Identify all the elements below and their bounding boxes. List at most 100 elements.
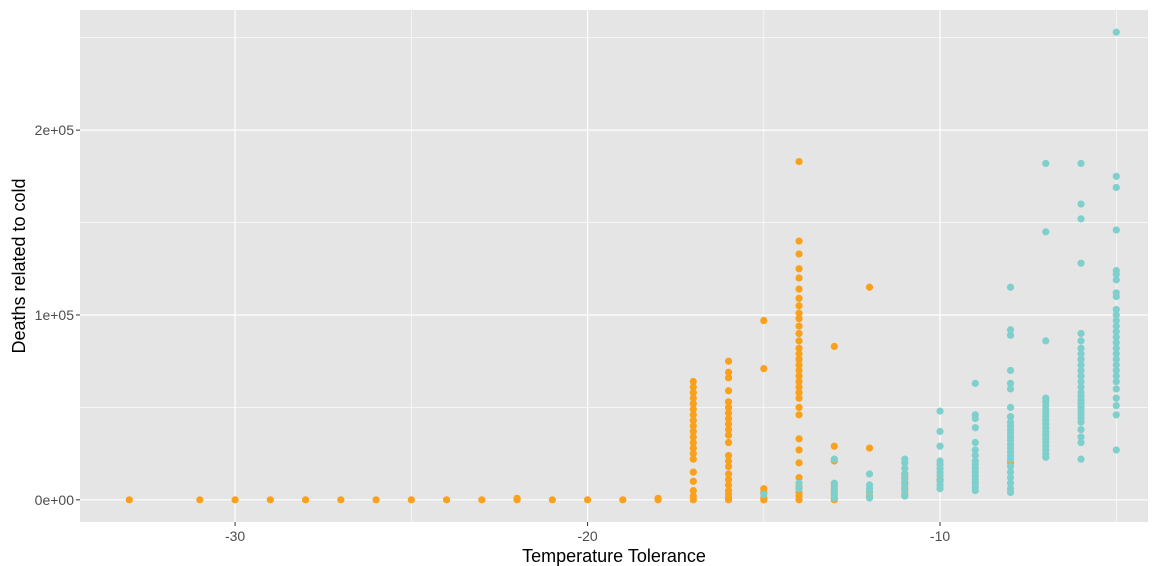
scatter-point — [689, 477, 697, 485]
scatter-point — [689, 427, 697, 436]
scatter-point — [724, 409, 733, 417]
scatter-point — [795, 309, 803, 317]
scatter-point — [830, 494, 838, 502]
scatter-point — [865, 444, 874, 452]
scatter-point — [724, 475, 733, 484]
scatter-point — [830, 479, 838, 487]
scatter-point — [1112, 226, 1120, 234]
scatter-point — [1006, 283, 1015, 291]
y-tick-label: 2e+05 — [35, 122, 75, 138]
scatter-point — [548, 496, 556, 504]
scatter-point — [1112, 377, 1120, 386]
data-points — [125, 28, 1120, 504]
scatter-point — [125, 496, 133, 504]
scatter-point — [1112, 292, 1120, 301]
scatter-point — [760, 316, 768, 325]
scatter-point — [1112, 270, 1120, 278]
scatter-point — [689, 377, 697, 386]
scatter-point — [689, 496, 697, 504]
scatter-point — [689, 422, 697, 430]
y-tick-label: 0e+00 — [35, 492, 75, 508]
scatter-point — [583, 496, 592, 504]
scatter-point — [795, 389, 803, 397]
scatter-point — [901, 459, 909, 467]
scatter-point — [1112, 183, 1120, 192]
scatter-point — [901, 470, 909, 478]
scatter-point — [971, 379, 979, 387]
scatter-point — [795, 274, 803, 282]
scatter-point — [724, 374, 733, 382]
scatter-point — [795, 355, 803, 363]
scatter-point — [1006, 366, 1015, 375]
scatter-point — [795, 474, 803, 482]
scatter-point — [1006, 488, 1015, 497]
scatter-point — [724, 425, 733, 434]
scatter-point — [901, 492, 909, 500]
scatter-point — [795, 383, 803, 391]
scatter-point — [689, 389, 697, 397]
y-axis-title: Deaths related to cold — [9, 178, 29, 353]
scatter-point — [1112, 372, 1120, 380]
scatter-point — [795, 377, 803, 386]
scatter-point — [724, 357, 733, 365]
scatter-point — [1112, 311, 1120, 319]
scatter-point — [407, 496, 415, 504]
scatter-point — [795, 361, 803, 369]
scatter-point — [795, 344, 803, 352]
scatter-point — [1006, 379, 1015, 387]
scatter-point — [1006, 385, 1015, 393]
tick-labels: -30 -20 -10 0e+00 1e+05 2e+05 — [35, 122, 951, 544]
scatter-point — [1112, 361, 1120, 369]
scatter-point — [795, 265, 803, 273]
scatter-point — [1006, 455, 1015, 463]
scatter-point — [1042, 453, 1050, 461]
scatter-point — [901, 481, 909, 489]
scatter-point — [795, 446, 803, 454]
scatter-point — [971, 451, 979, 460]
scatter-point — [619, 496, 627, 504]
scatter-point — [901, 475, 909, 484]
scatter-point — [795, 285, 803, 293]
scatter-point — [1077, 159, 1085, 168]
scatter-point — [936, 472, 944, 480]
scatter-point — [689, 450, 697, 458]
scatter-point — [689, 468, 697, 476]
scatter-point — [1077, 215, 1085, 223]
scatter-point — [724, 387, 733, 395]
scatter-point — [971, 414, 979, 423]
scatter-point — [971, 446, 979, 454]
scatter-point — [971, 486, 979, 495]
scatter-point — [1006, 468, 1015, 476]
scatter-point — [865, 470, 874, 478]
scatter-point — [689, 394, 697, 402]
scatter-point — [936, 442, 944, 450]
scatter-point — [478, 496, 486, 504]
scatter-point — [795, 459, 803, 467]
scatter-point — [795, 237, 803, 245]
scatter-point — [760, 364, 768, 373]
scatter-point — [689, 444, 697, 452]
scatter-point — [689, 438, 697, 447]
scatter-point — [936, 485, 944, 493]
scatter-point — [795, 294, 803, 302]
scatter-point — [1112, 305, 1120, 314]
scatter-point — [1112, 411, 1120, 419]
scatter-point — [865, 494, 874, 502]
scatter-point — [1006, 403, 1015, 412]
scatter-point — [795, 479, 803, 487]
scatter-point — [1077, 355, 1085, 363]
scatter-point — [1112, 322, 1120, 330]
scatter-point — [1006, 331, 1015, 339]
scatter-point — [689, 433, 697, 441]
scatter-point — [689, 383, 697, 391]
scatter-point — [1112, 385, 1120, 393]
scatter-point — [372, 496, 380, 504]
scatter-point — [795, 329, 803, 338]
scatter-point — [1112, 28, 1120, 36]
scatter-point — [901, 486, 909, 495]
scatter-point — [1112, 333, 1120, 341]
scatter-point — [760, 490, 768, 498]
scatter-point — [1077, 259, 1085, 267]
scatter-point — [1112, 328, 1120, 336]
scatter-point — [936, 407, 944, 415]
